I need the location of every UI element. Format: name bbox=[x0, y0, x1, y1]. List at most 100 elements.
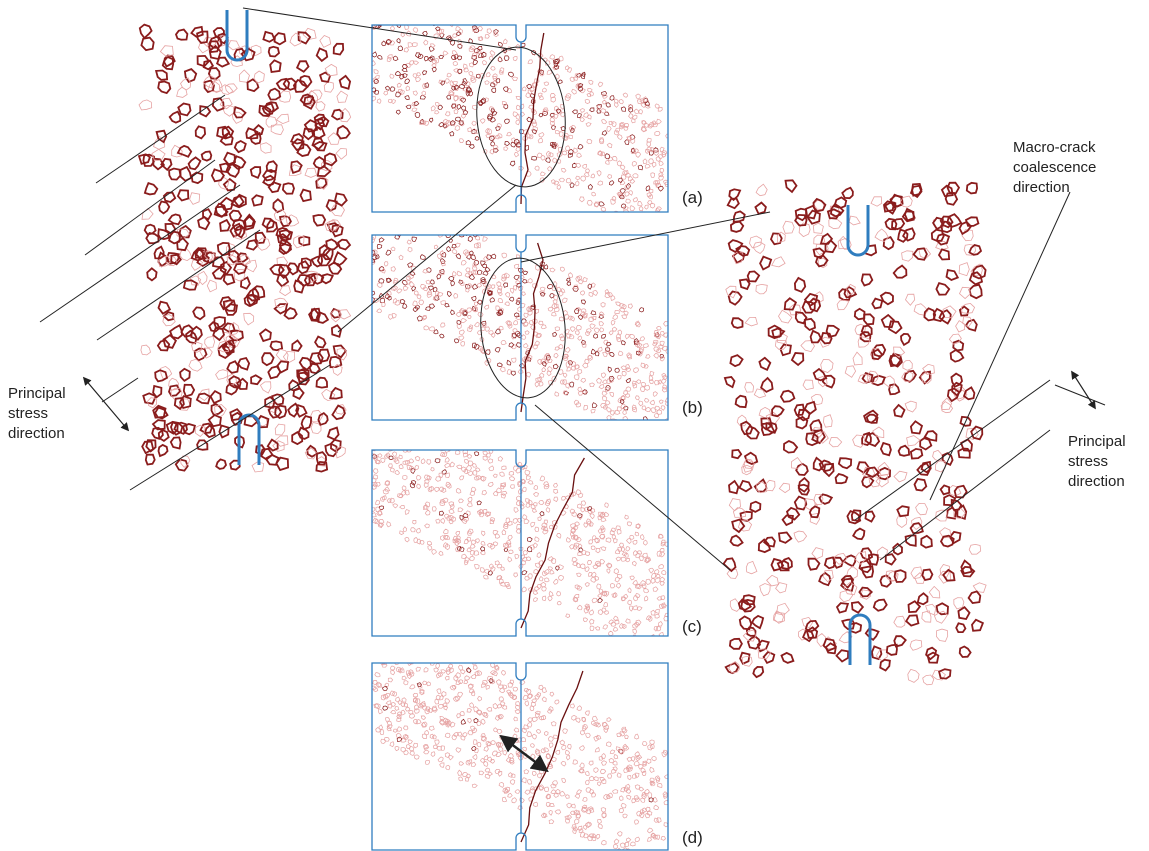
grain bbox=[488, 482, 493, 486]
grain bbox=[410, 714, 415, 718]
grain bbox=[483, 456, 487, 460]
grain bbox=[502, 797, 506, 802]
grain bbox=[408, 247, 412, 252]
grain bbox=[463, 64, 467, 69]
grain bbox=[431, 752, 435, 757]
grain bbox=[598, 782, 602, 786]
grain bbox=[645, 228, 649, 232]
grain bbox=[654, 805, 659, 809]
grain bbox=[606, 401, 611, 405]
grain bbox=[654, 380, 659, 385]
grain bbox=[502, 253, 507, 258]
grain bbox=[599, 385, 604, 389]
grain bbox=[729, 481, 738, 493]
grain bbox=[169, 169, 180, 180]
grain bbox=[586, 771, 590, 775]
grain bbox=[658, 652, 663, 656]
grain bbox=[635, 734, 639, 739]
grain bbox=[658, 186, 663, 191]
grain bbox=[632, 799, 636, 803]
grain bbox=[424, 326, 429, 330]
grain bbox=[630, 179, 635, 183]
grain bbox=[532, 734, 536, 739]
grain bbox=[525, 701, 529, 706]
grain bbox=[610, 352, 614, 356]
grain bbox=[616, 128, 620, 132]
grain bbox=[467, 308, 472, 313]
grain bbox=[477, 270, 482, 274]
grain bbox=[621, 366, 626, 370]
grain bbox=[397, 83, 401, 87]
grain bbox=[566, 178, 571, 183]
grain bbox=[234, 264, 246, 274]
grain bbox=[583, 277, 588, 281]
grain bbox=[269, 182, 281, 192]
grain bbox=[597, 171, 601, 176]
grain bbox=[553, 332, 557, 336]
grain bbox=[377, 229, 381, 234]
grain bbox=[872, 299, 882, 309]
grain bbox=[417, 438, 421, 442]
grain bbox=[404, 681, 408, 685]
grain bbox=[536, 729, 540, 733]
grain bbox=[411, 224, 415, 228]
grain bbox=[177, 87, 188, 97]
grain bbox=[459, 225, 463, 230]
grain bbox=[591, 174, 595, 178]
grain bbox=[731, 222, 743, 232]
grain bbox=[427, 541, 431, 545]
grain bbox=[387, 499, 391, 503]
grain bbox=[648, 201, 653, 205]
grain bbox=[146, 455, 155, 465]
grain bbox=[402, 430, 407, 434]
grain bbox=[466, 268, 470, 272]
grain bbox=[560, 267, 564, 271]
grain bbox=[458, 56, 462, 60]
grain bbox=[655, 570, 660, 574]
annotation-line: direction bbox=[1068, 473, 1125, 490]
grain bbox=[455, 117, 460, 121]
grain bbox=[617, 161, 621, 166]
grain bbox=[537, 774, 541, 778]
grain bbox=[423, 31, 428, 36]
grain bbox=[528, 279, 532, 284]
grain bbox=[880, 660, 890, 671]
grain bbox=[548, 737, 553, 742]
grain bbox=[926, 604, 936, 615]
grain bbox=[593, 290, 598, 295]
grain bbox=[594, 328, 599, 333]
grain bbox=[651, 173, 655, 178]
grain bbox=[601, 373, 605, 378]
grain bbox=[515, 790, 520, 794]
grain bbox=[859, 588, 871, 597]
grain bbox=[381, 739, 386, 743]
grain bbox=[430, 734, 434, 738]
grain bbox=[630, 576, 635, 580]
grain bbox=[508, 793, 513, 797]
grain bbox=[548, 596, 552, 601]
grain bbox=[554, 483, 558, 487]
grain bbox=[583, 797, 587, 801]
grain bbox=[401, 33, 405, 37]
grain bbox=[580, 109, 584, 113]
grain bbox=[599, 322, 603, 326]
grain bbox=[393, 56, 398, 61]
grain bbox=[602, 119, 607, 124]
grain bbox=[412, 286, 416, 291]
grain bbox=[640, 337, 644, 341]
grain bbox=[372, 52, 376, 57]
grain bbox=[515, 554, 519, 559]
grain bbox=[591, 409, 595, 413]
grain bbox=[211, 391, 221, 403]
grain bbox=[262, 353, 274, 365]
grain bbox=[583, 363, 588, 368]
grain bbox=[571, 704, 575, 708]
grain bbox=[472, 121, 477, 125]
grain bbox=[480, 119, 485, 124]
grain bbox=[827, 326, 839, 337]
grain bbox=[383, 489, 388, 494]
grain bbox=[376, 460, 380, 464]
grain bbox=[374, 79, 379, 83]
grain bbox=[528, 537, 533, 542]
grain bbox=[598, 820, 602, 824]
